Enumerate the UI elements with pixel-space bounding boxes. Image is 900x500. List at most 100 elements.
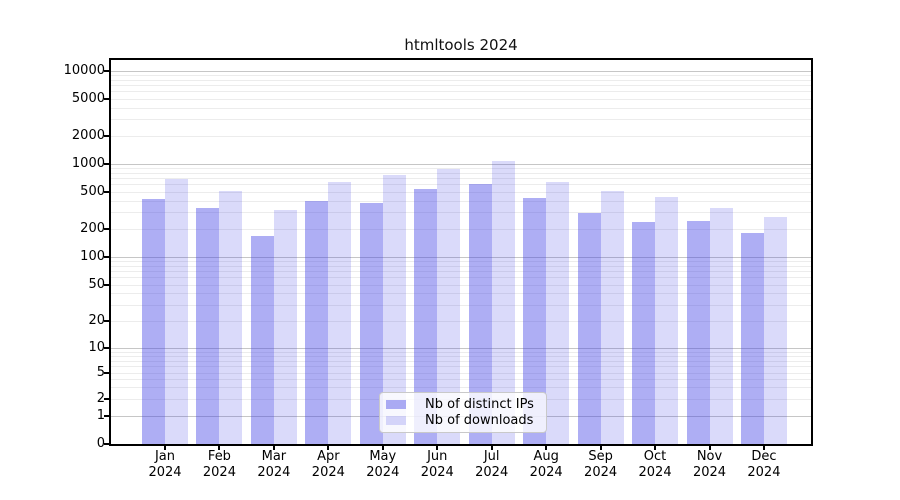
x-tick-jul xyxy=(490,445,493,450)
gridline-minor-600 xyxy=(111,184,811,186)
legend-swatch-ips xyxy=(386,400,406,409)
gridline-minor-8 xyxy=(111,355,811,357)
x-tick-aug xyxy=(545,445,548,450)
gridline-major-10000 xyxy=(111,70,811,72)
y-tick-500 xyxy=(104,190,110,193)
x-tick-feb xyxy=(218,445,221,450)
gridline-minor-40 xyxy=(111,293,811,295)
y-tick-1 xyxy=(104,414,110,417)
gridline-minor-7000 xyxy=(111,84,811,86)
bar-ips-sep xyxy=(577,213,601,444)
y-tick-0 xyxy=(104,443,110,445)
y-tick-label-200: 200 xyxy=(80,220,105,236)
bar-ips-dec xyxy=(740,232,764,444)
bar-ips-apr xyxy=(305,201,329,444)
y-tick-20 xyxy=(104,320,110,322)
gridline-minor-50 xyxy=(111,284,811,286)
x-tick-oct xyxy=(654,445,657,450)
bar-ips-jan xyxy=(142,199,165,444)
bar-ips-jun xyxy=(414,189,438,444)
gridline-minor-900 xyxy=(111,167,811,169)
gridline-minor-7 xyxy=(111,360,811,362)
gridline-minor-30 xyxy=(111,304,811,306)
y-tick-10000 xyxy=(104,69,110,72)
gridline-minor-20 xyxy=(111,321,811,322)
y-tick-50 xyxy=(104,283,110,286)
x-tick-dec xyxy=(762,445,765,450)
bar-downloads-sep xyxy=(600,191,624,444)
y-tick-2 xyxy=(104,398,110,400)
y-tick-label-1: 1 xyxy=(96,407,105,423)
bar-ips-jul xyxy=(468,184,492,444)
gridline-minor-3 xyxy=(111,387,811,389)
bar-downloads-dec xyxy=(763,217,787,444)
bar-ips-oct xyxy=(632,222,656,444)
x-tick-label-jan: Jan 2024 xyxy=(148,449,182,480)
y-tick-200 xyxy=(104,227,110,230)
gridline-minor-700 xyxy=(111,177,811,179)
bar-ips-aug xyxy=(523,198,547,444)
legend-label-downloads: Nb of downloads xyxy=(425,413,534,428)
bar-downloads-jan xyxy=(165,179,188,444)
gridline-minor-200 xyxy=(111,228,811,230)
bar-downloads-nov xyxy=(709,207,733,444)
gridline-minor-2000 xyxy=(111,135,811,137)
y-tick-label-10000: 10000 xyxy=(63,62,105,78)
x-tick-label-mar: Mar 2024 xyxy=(257,449,291,480)
gridline-minor-500 xyxy=(111,191,811,193)
bar-downloads-jul xyxy=(491,161,515,444)
bar-downloads-feb xyxy=(219,191,243,444)
gridline-major-1000 xyxy=(111,163,811,165)
bar-downloads-mar xyxy=(273,210,297,444)
bar-downloads-may xyxy=(382,175,406,444)
gridline-minor-4 xyxy=(111,378,811,380)
x-tick-label-sep: Sep 2024 xyxy=(584,449,618,480)
gridline-minor-4000 xyxy=(111,107,811,109)
x-tick-jan xyxy=(164,445,166,450)
legend-item-ips: Nb of distinct IPs xyxy=(386,397,539,412)
y-tick-label-10: 10 xyxy=(88,340,105,355)
x-tick-mar xyxy=(272,445,275,450)
y-tick-label-20: 20 xyxy=(88,313,105,328)
y-tick-2000 xyxy=(104,134,110,137)
y-tick-label-5000: 5000 xyxy=(71,90,105,106)
y-tick-label-1000: 1000 xyxy=(71,155,105,171)
y-tick-5000 xyxy=(104,97,110,100)
y-tick-label-500: 500 xyxy=(80,183,105,199)
x-tick-sep xyxy=(599,445,602,450)
axis-spine-right xyxy=(811,58,813,446)
x-tick-label-apr: Apr 2024 xyxy=(311,449,345,480)
x-tick-label-jun: Jun 2024 xyxy=(420,449,454,480)
gridline-minor-80 xyxy=(111,265,811,267)
x-tick-label-may: May 2024 xyxy=(366,449,400,480)
x-tick-label-aug: Aug 2024 xyxy=(529,449,563,480)
bar-downloads-jun xyxy=(437,169,461,444)
bar-ips-may xyxy=(359,202,383,444)
x-tick-label-feb: Feb 2024 xyxy=(202,449,236,480)
gridline-minor-9 xyxy=(111,351,811,353)
x-tick-label-dec: Dec 2024 xyxy=(747,449,781,480)
y-tick-10 xyxy=(104,347,110,349)
y-tick-label-0: 0 xyxy=(96,436,105,451)
gridline-minor-6 xyxy=(111,366,811,368)
bar-downloads-apr xyxy=(328,181,352,444)
y-tick-label-50: 50 xyxy=(88,276,105,292)
y-tick-label-100: 100 xyxy=(80,248,105,264)
x-tick-apr xyxy=(327,445,330,450)
x-tick-label-oct: Oct 2024 xyxy=(638,449,672,480)
y-tick-label-5: 5 xyxy=(96,364,105,380)
bar-downloads-oct xyxy=(655,196,679,444)
legend-box: Nb of distinct IPs Nb of downloads xyxy=(379,392,547,433)
y-tick-100 xyxy=(104,255,110,258)
x-tick-label-jul: Jul 2024 xyxy=(475,449,509,480)
axis-spine-bottom xyxy=(109,444,813,446)
chart-title: htmltools 2024 xyxy=(404,36,518,54)
bar-ips-mar xyxy=(250,236,274,444)
gridline-minor-6000 xyxy=(111,91,811,93)
gridline-minor-3000 xyxy=(111,119,811,121)
bar-ips-feb xyxy=(196,207,220,444)
y-tick-label-2000: 2000 xyxy=(71,127,105,143)
x-tick-may xyxy=(381,445,384,450)
gridline-major-100 xyxy=(111,256,811,258)
x-tick-jun xyxy=(436,445,439,450)
